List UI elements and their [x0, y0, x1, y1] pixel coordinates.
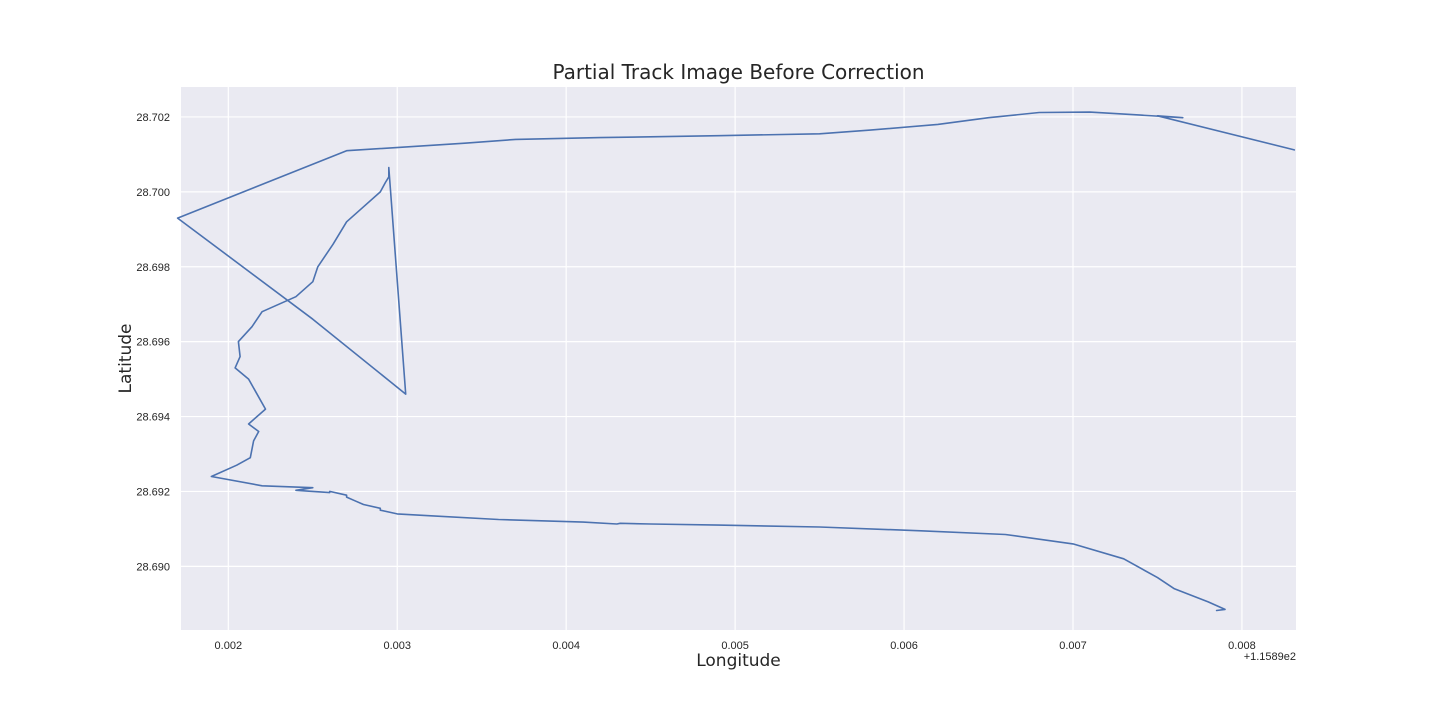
- y-tick-labels: 28.690 28.692 28.694 28.696 28.698 28.700 28.7…: [136, 112, 170, 573]
- x-tick-label: 0.004: [552, 640, 580, 652]
- x-tick-label: 0.005: [721, 640, 749, 652]
- y-tick-label: 28.694: [136, 412, 170, 424]
- y-tick-label: 28.690: [136, 561, 170, 573]
- x-gridlines: [227, 87, 1243, 630]
- x-axis-title: Longitude: [696, 651, 781, 671]
- x-axis-offset-label: +1.1589e2: [1244, 651, 1296, 663]
- y-tick-label: 28.700: [136, 187, 170, 199]
- x-tick-label: 0.007: [1059, 640, 1087, 652]
- y-tick-label: 28.702: [136, 112, 170, 124]
- y-gridlines: [181, 116, 1296, 567]
- plot-area: [181, 87, 1296, 630]
- y-tick-label: 28.698: [136, 262, 170, 274]
- x-tick-label: 0.002: [215, 640, 243, 652]
- y-tick-label: 28.692: [136, 486, 170, 498]
- chart-title: Partial Track Image Before Correction: [552, 60, 924, 84]
- x-tick-label: 0.003: [383, 640, 411, 652]
- y-axis-title: Latitude: [116, 324, 136, 394]
- x-tick-labels: 0.002 0.003 0.004 0.005 0.006 0.007 0.008: [215, 640, 1256, 652]
- y-tick-label: 28.696: [136, 337, 170, 349]
- series-line-track: [176, 111, 1296, 612]
- x-tick-label: 0.006: [890, 640, 918, 652]
- x-tick-label: 0.008: [1228, 640, 1256, 652]
